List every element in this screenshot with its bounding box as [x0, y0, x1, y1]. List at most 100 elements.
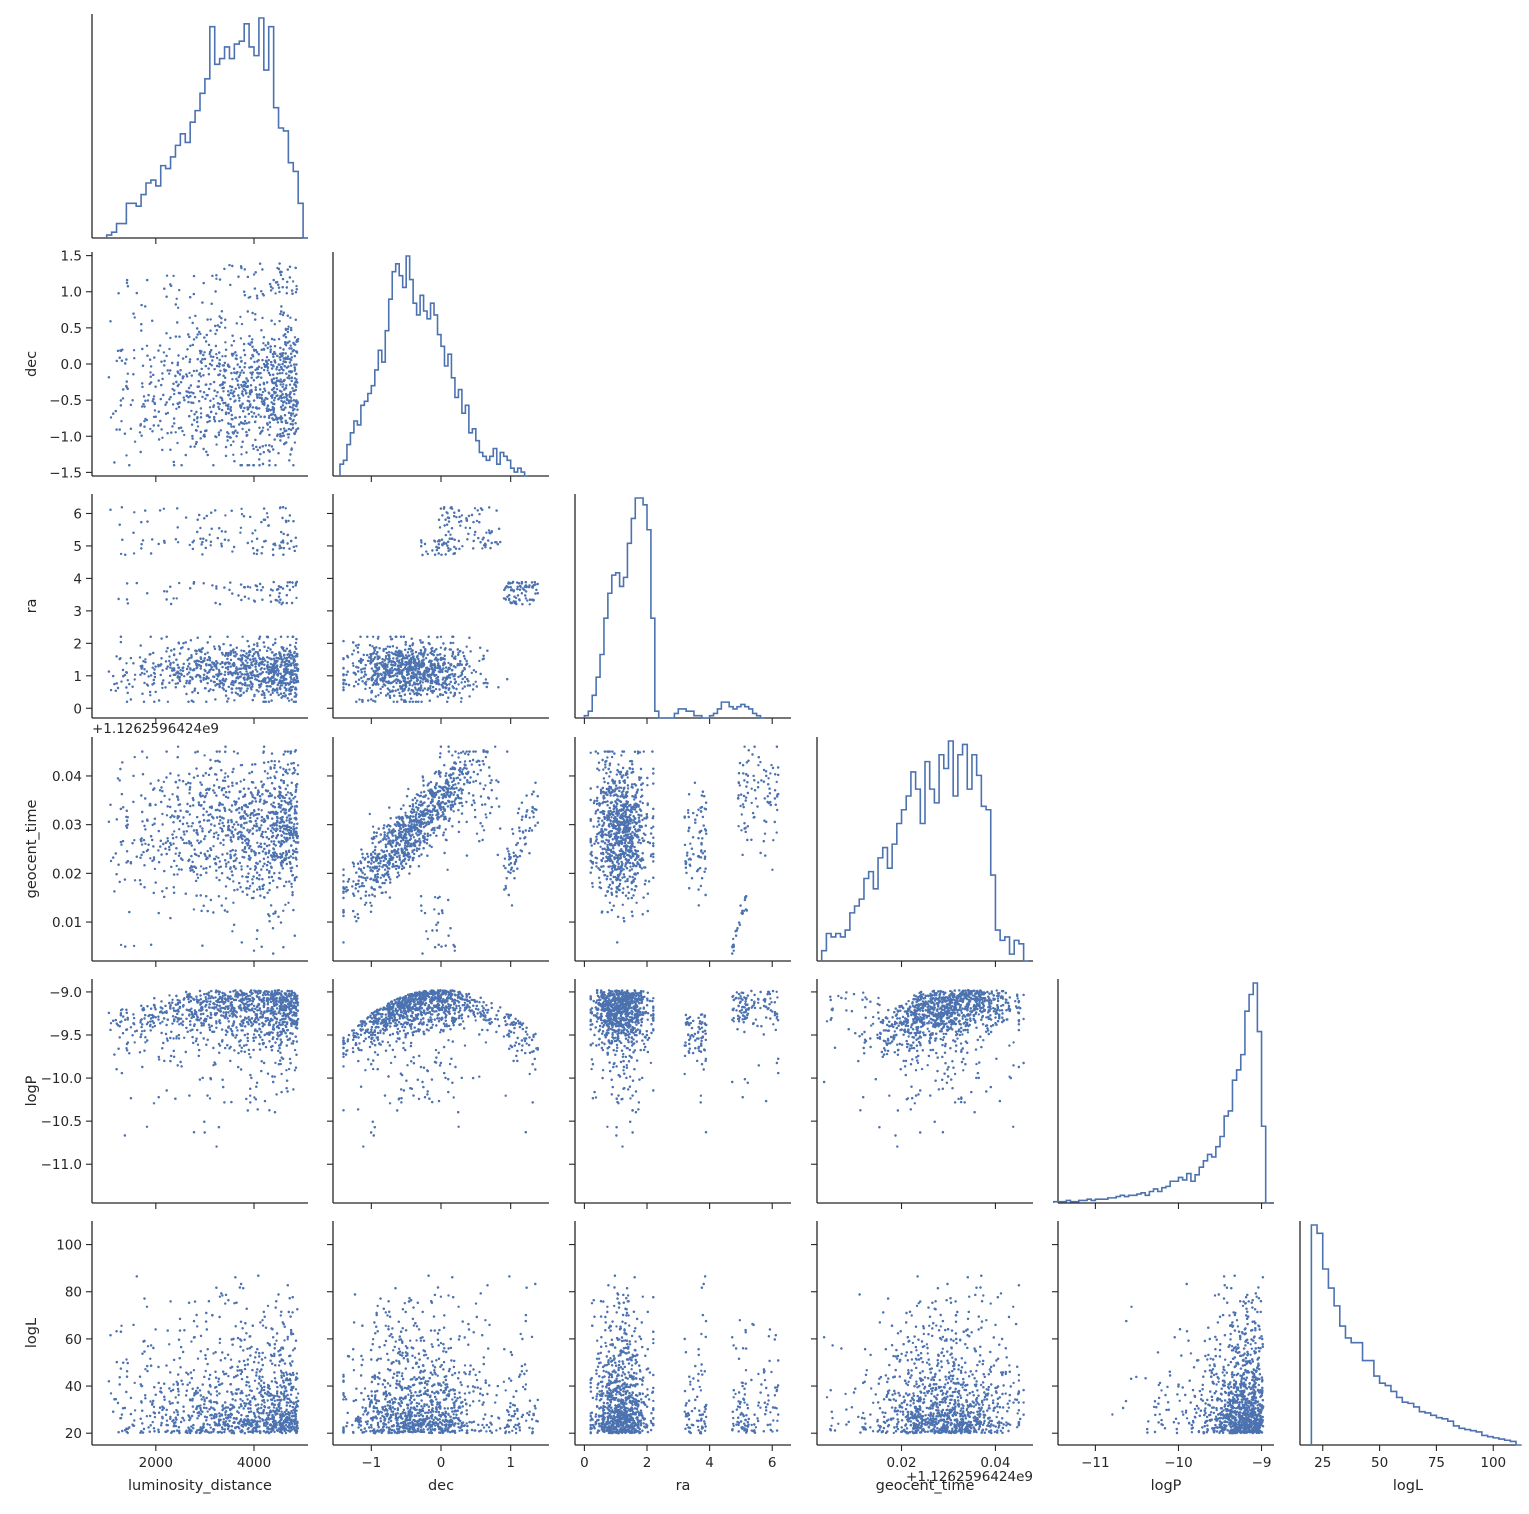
scatter-point: [275, 657, 277, 659]
scatter-point: [224, 377, 226, 379]
scatter-point: [440, 647, 442, 649]
scatter-point: [452, 642, 454, 644]
scatter-point: [230, 406, 232, 408]
scatter-point: [167, 665, 169, 667]
scatter-point: [197, 692, 199, 694]
scatter-point: [209, 383, 211, 385]
scatter-point: [253, 552, 255, 554]
scatter-point: [239, 690, 241, 692]
scatter-point: [241, 403, 243, 405]
scatter-point: [241, 673, 243, 675]
scatter-point: [225, 413, 227, 415]
scatter-point: [295, 373, 297, 375]
scatter-point: [295, 399, 297, 401]
scatter-point: [169, 664, 171, 666]
scatter-point: [247, 380, 249, 382]
scatter-point: [247, 655, 249, 657]
scatter-point: [485, 532, 487, 534]
scatter-point: [478, 513, 480, 515]
scatter-point: [242, 381, 244, 383]
scatter-point: [251, 341, 253, 343]
scatter-point: [293, 660, 295, 662]
scatter-point: [211, 528, 213, 530]
scatter-point: [203, 391, 205, 393]
scatter-point: [259, 263, 261, 265]
scatter-point: [269, 345, 271, 347]
scatter-point: [186, 348, 188, 350]
scatter-point: [256, 589, 258, 591]
scatter-point: [273, 279, 275, 281]
scatter-point: [276, 355, 278, 357]
scatter-point: [250, 384, 252, 386]
scatter-point: [226, 636, 228, 638]
scatter-point: [270, 286, 272, 288]
scatter-point: [218, 408, 220, 410]
scatter-point: [241, 428, 243, 430]
scatter-point: [372, 636, 374, 638]
scatter-point: [222, 390, 224, 392]
scatter-point: [286, 281, 288, 283]
scatter-point: [280, 366, 282, 368]
scatter-point: [286, 660, 288, 662]
scatter-point: [172, 383, 174, 385]
scatter-point: [271, 689, 273, 691]
scatter-point: [262, 679, 264, 681]
scatter-point: [203, 434, 205, 436]
scatter-point: [201, 648, 203, 650]
scatter-point: [239, 374, 241, 376]
scatter-point: [270, 414, 272, 416]
scatter-point: [270, 320, 272, 322]
scatter-point: [281, 659, 283, 661]
scatter-point: [153, 424, 155, 426]
scatter-point: [176, 442, 178, 444]
scatter-point: [256, 549, 258, 551]
scatter-point: [130, 404, 132, 406]
scatter-point: [115, 428, 117, 430]
scatter-point: [263, 664, 265, 666]
scatter-point: [439, 653, 441, 655]
scatter-point: [267, 410, 269, 412]
scatter-point: [182, 670, 184, 672]
scatter-point: [267, 367, 269, 369]
scatter-point: [296, 677, 298, 679]
scatter-point: [272, 665, 274, 667]
scatter-point: [157, 349, 159, 351]
scatter-point: [263, 507, 265, 509]
scatter-point: [292, 464, 294, 466]
scatter-point: [292, 280, 294, 282]
scatter-point: [183, 434, 185, 436]
scatter-point: [224, 514, 226, 516]
scatter-point: [165, 332, 167, 334]
scatter-point: [168, 660, 170, 662]
scatter-point: [185, 454, 187, 456]
scatter-point: [229, 284, 231, 286]
scatter-point: [221, 355, 223, 357]
scatter-point: [288, 399, 290, 401]
scatter-point: [224, 531, 226, 533]
scatter-point: [288, 650, 290, 652]
scatter-point: [285, 384, 287, 386]
scatter-point: [177, 354, 179, 356]
scatter-point: [187, 401, 189, 403]
scatter-point: [197, 519, 199, 521]
scatter-point: [218, 365, 220, 367]
scatter-point: [235, 680, 237, 682]
scatter-point: [475, 671, 477, 673]
scatter-point: [289, 406, 291, 408]
scatter-point: [119, 428, 121, 430]
scatter-point: [256, 295, 258, 297]
scatter-point: [206, 675, 208, 677]
scatter-point: [288, 656, 290, 658]
scatter-point: [208, 690, 210, 692]
scatter-point: [108, 376, 110, 378]
scatter-point: [201, 301, 203, 303]
scatter-point: [191, 700, 193, 702]
scatter-point: [206, 659, 208, 661]
scatter-point: [254, 657, 256, 659]
scatter-point: [266, 685, 268, 687]
scatter-point: [200, 437, 202, 439]
scatter-point: [270, 349, 272, 351]
scatter-point: [283, 657, 285, 659]
scatter-point: [212, 356, 214, 358]
scatter-point: [237, 384, 239, 386]
